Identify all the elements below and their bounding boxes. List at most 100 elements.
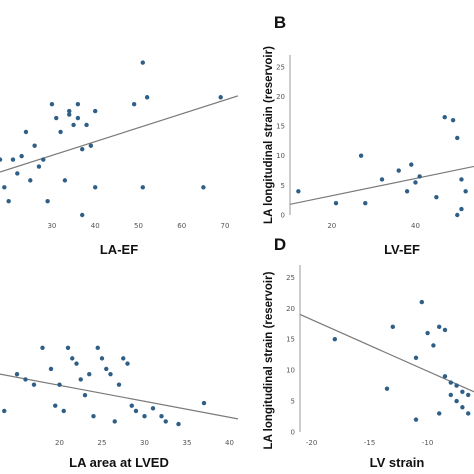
- x-tick-label: 25: [98, 439, 107, 447]
- data-point: [466, 392, 471, 398]
- data-point: [23, 129, 29, 135]
- data-point: [159, 414, 164, 419]
- data-point: [112, 419, 117, 424]
- y-tick-label: 25: [286, 274, 295, 282]
- data-point: [425, 330, 430, 336]
- data-point: [466, 411, 471, 416]
- x-axis-label: LV strain: [370, 455, 425, 470]
- data-point: [390, 324, 395, 330]
- data-point: [332, 337, 337, 342]
- data-point: [129, 403, 134, 408]
- data-point: [40, 345, 45, 351]
- data-point: [459, 206, 464, 212]
- data-point: [442, 327, 448, 333]
- data-point: [358, 153, 364, 158]
- y-tick-label: 10: [286, 367, 295, 375]
- panel-letter: B: [274, 13, 286, 32]
- data-point: [0, 157, 3, 162]
- y-tick-label: 5: [281, 182, 285, 190]
- regression-line: [300, 313, 474, 393]
- data-point: [61, 408, 66, 414]
- points: [2, 345, 207, 427]
- data-point: [431, 343, 436, 348]
- data-point: [93, 185, 98, 190]
- data-point: [82, 392, 88, 398]
- x-tick-label: -10: [422, 439, 433, 447]
- x-tick-label: 20: [55, 439, 64, 447]
- data-point: [95, 345, 100, 351]
- data-point: [163, 419, 168, 424]
- y-axis-label: LA longitudinal strain (reservoir): [263, 271, 275, 449]
- y-axis-label: LA longitudinal strain (reservoir): [263, 46, 275, 224]
- data-point: [87, 371, 92, 377]
- data-point: [333, 200, 339, 206]
- points: [0, 60, 223, 218]
- data-point: [413, 180, 418, 185]
- data-point: [80, 212, 85, 218]
- data-point: [53, 403, 58, 408]
- data-point: [201, 185, 206, 190]
- x-tick-label: 70: [221, 222, 230, 230]
- panel-letter: D: [274, 235, 286, 254]
- data-point: [2, 185, 7, 190]
- panel-d: 0 5 10 15 20 25 -20 -15 -10 LV strain LA longitudi…: [263, 235, 474, 470]
- panel-c: 20 25 30 35 40 LA area at LVED: [0, 345, 238, 470]
- data-point: [91, 414, 96, 419]
- data-point: [75, 101, 81, 107]
- data-point: [459, 177, 464, 182]
- y-tick-label: 5: [291, 398, 295, 406]
- data-point: [78, 377, 83, 382]
- data-point: [413, 417, 419, 422]
- data-point: [379, 177, 385, 182]
- data-point: [2, 408, 7, 414]
- y-tick-label: 0: [281, 212, 285, 220]
- x-tick-label: 40: [91, 222, 100, 230]
- data-point: [437, 324, 442, 330]
- data-point: [71, 122, 76, 128]
- data-point: [442, 374, 448, 379]
- data-point: [454, 383, 459, 388]
- data-point: [448, 392, 453, 398]
- regression-line: [290, 165, 474, 205]
- data-point: [463, 189, 468, 194]
- data-point: [455, 212, 460, 218]
- y-tick-label: 20: [286, 305, 295, 313]
- data-point: [93, 108, 98, 114]
- data-point: [409, 162, 414, 167]
- y-tick-label: 15: [286, 336, 295, 344]
- x-tick-label: 60: [177, 222, 186, 230]
- x-tick-label: -20: [306, 439, 317, 447]
- data-point: [14, 371, 20, 377]
- data-point: [19, 153, 24, 159]
- data-point: [413, 355, 419, 360]
- data-point: [140, 185, 145, 190]
- x-tick-label: 20: [327, 222, 336, 230]
- data-point: [108, 371, 113, 377]
- data-point: [121, 356, 126, 361]
- data-point: [437, 411, 442, 416]
- x-tick-label: 35: [183, 439, 192, 447]
- data-point: [15, 171, 20, 176]
- panel-b: 0 5 10 15 20 25 20 40 LV-EF LA longitudinal strai…: [263, 13, 474, 257]
- points: [296, 115, 468, 218]
- x-axis-label: LA-EF: [100, 242, 138, 257]
- data-point: [31, 382, 37, 387]
- y-tick-label: 20: [276, 93, 285, 101]
- data-point: [48, 366, 54, 372]
- data-point: [218, 95, 223, 100]
- x-axis-label: LV-EF: [384, 242, 420, 257]
- y-tick-label: 0: [291, 429, 295, 437]
- data-point: [201, 400, 207, 406]
- y-tick-label: 10: [276, 152, 285, 160]
- y-tick-label: 15: [276, 123, 285, 131]
- panel-a: 30 40 50 60 70 LA-EF: [0, 60, 238, 257]
- data-point: [455, 135, 460, 141]
- data-point: [74, 361, 79, 366]
- x-tick-label: 30: [140, 439, 149, 447]
- data-point: [150, 406, 156, 411]
- data-point: [36, 164, 42, 169]
- data-point: [65, 345, 71, 351]
- data-point: [32, 143, 37, 148]
- x-tick-label: 40: [411, 222, 420, 230]
